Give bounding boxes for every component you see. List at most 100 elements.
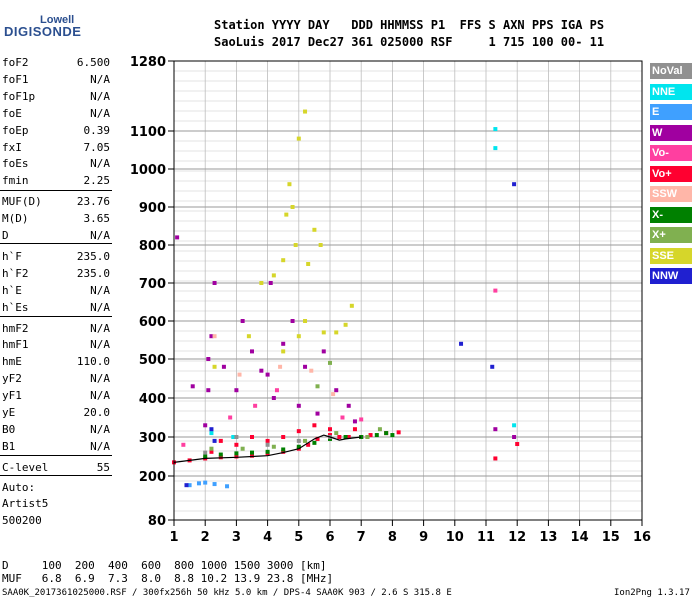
legend-item: Vo- <box>650 145 692 161</box>
param-row: foEp 0.39 <box>2 124 110 140</box>
x-tick-label: 16 <box>633 530 651 545</box>
data-point <box>303 438 308 443</box>
data-point <box>296 429 301 434</box>
data-point <box>212 438 217 443</box>
legend-item: Vo+ <box>650 165 692 182</box>
series-vo- <box>181 288 498 447</box>
data-point <box>250 450 254 455</box>
version-label: 500200 <box>2 514 42 527</box>
x-tick-label: 8 <box>388 530 397 545</box>
param-row: foE N/A <box>2 107 110 123</box>
data-point <box>343 435 348 439</box>
data-point <box>396 430 401 435</box>
param-row: h`E N/A <box>2 284 110 300</box>
data-point <box>234 435 239 439</box>
data-point <box>206 388 211 393</box>
y-tick-label: 500 <box>139 353 166 368</box>
param-name: C-level <box>2 460 49 474</box>
separator <box>0 475 112 476</box>
data-point <box>259 281 264 285</box>
data-point <box>306 262 311 266</box>
data-point <box>281 435 286 439</box>
param-value: 20.0 <box>83 406 111 419</box>
param-row: fxI 7.05 <box>2 141 110 157</box>
legend-item: SSW <box>650 186 692 202</box>
chart-axis-labels: 1 2 3 4 5 6 7 8 9 10 11 12 13 14 15 1680200300400500600… <box>130 55 651 545</box>
y-tick-label: 400 <box>139 392 166 407</box>
x-tick-label: 7 <box>357 530 366 545</box>
trace-line <box>173 434 362 463</box>
data-point <box>368 433 373 438</box>
data-point <box>377 427 382 432</box>
data-point <box>196 481 201 486</box>
y-tick-label: 1100 <box>130 125 166 140</box>
data-point <box>384 431 389 436</box>
y-tick-label: 1000 <box>130 163 166 178</box>
data-point <box>231 435 236 439</box>
param-row: foF2 6.500 <box>2 56 110 72</box>
data-point <box>218 452 223 457</box>
data-point <box>493 427 498 432</box>
param-row: yE 20.0 <box>2 406 110 422</box>
x-tick-label: 10 <box>446 530 464 545</box>
param-row: B1 N/A <box>2 440 110 456</box>
data-point <box>328 360 332 365</box>
data-point <box>221 364 226 369</box>
y-tick-label: 200 <box>139 470 166 485</box>
data-point <box>209 449 214 454</box>
y-tick-label: 800 <box>139 239 166 254</box>
x-tick-label: 9 <box>419 530 428 545</box>
footer-info: SAA0K_2017361025000.RSF / 300fx256h 50 k… <box>2 588 452 598</box>
data-point <box>315 436 320 441</box>
x-tick-label: 4 <box>263 530 272 545</box>
legend-item: W <box>650 124 692 141</box>
data-point <box>268 281 273 285</box>
header-values: SaoLuis 2017 Dec27 361 025000 RSF 1 715 … <box>214 35 605 49</box>
data-point <box>271 444 276 449</box>
param-name: hmF2 <box>2 321 29 335</box>
data-point <box>203 423 208 428</box>
param-value: 0.39 <box>83 123 111 137</box>
legend-item: NNW <box>650 268 692 284</box>
y-tick-label: 900 <box>139 201 166 216</box>
data-point <box>312 227 317 232</box>
legend-item: X- <box>650 206 692 223</box>
data-point <box>281 341 286 346</box>
series-nnw <box>184 182 517 488</box>
y-tick-label: 600 <box>139 315 166 330</box>
series-w <box>175 235 517 439</box>
data-point <box>290 205 295 209</box>
x-tick-label: 14 <box>571 530 589 545</box>
param-name: B1 <box>2 439 16 453</box>
param-value: N/A <box>90 229 110 242</box>
legend-item: NNE <box>650 83 692 100</box>
x-tick-label: 6 <box>325 530 334 545</box>
param-row: h`Es N/A <box>2 301 110 317</box>
param-row: hmF2 N/A <box>2 322 110 338</box>
data-point <box>209 427 214 432</box>
param-value: N/A <box>90 283 110 297</box>
legend-item: NoVal <box>650 63 692 79</box>
data-point <box>274 388 279 393</box>
data-point <box>281 258 286 263</box>
param-row: foEs N/A <box>2 157 110 173</box>
data-point <box>334 431 339 436</box>
param-row: C-level 55 <box>2 461 110 477</box>
data-point <box>209 334 214 339</box>
data-point <box>334 388 339 393</box>
chart-grid <box>168 60 643 526</box>
separator <box>0 455 112 456</box>
data-point <box>209 431 214 436</box>
param-value: N/A <box>90 439 110 453</box>
param-row: h`F 235.0 <box>2 250 110 266</box>
data-point <box>259 368 264 373</box>
param-value: N/A <box>90 72 110 86</box>
x-tick-label: 1 <box>169 530 178 545</box>
plot-frame <box>173 60 643 521</box>
x-tick-label: 2 <box>201 530 210 545</box>
x-tick-label: 3 <box>232 530 241 545</box>
param-value: 23.76 <box>76 195 110 209</box>
data-point <box>512 435 517 439</box>
data-point <box>281 349 286 354</box>
